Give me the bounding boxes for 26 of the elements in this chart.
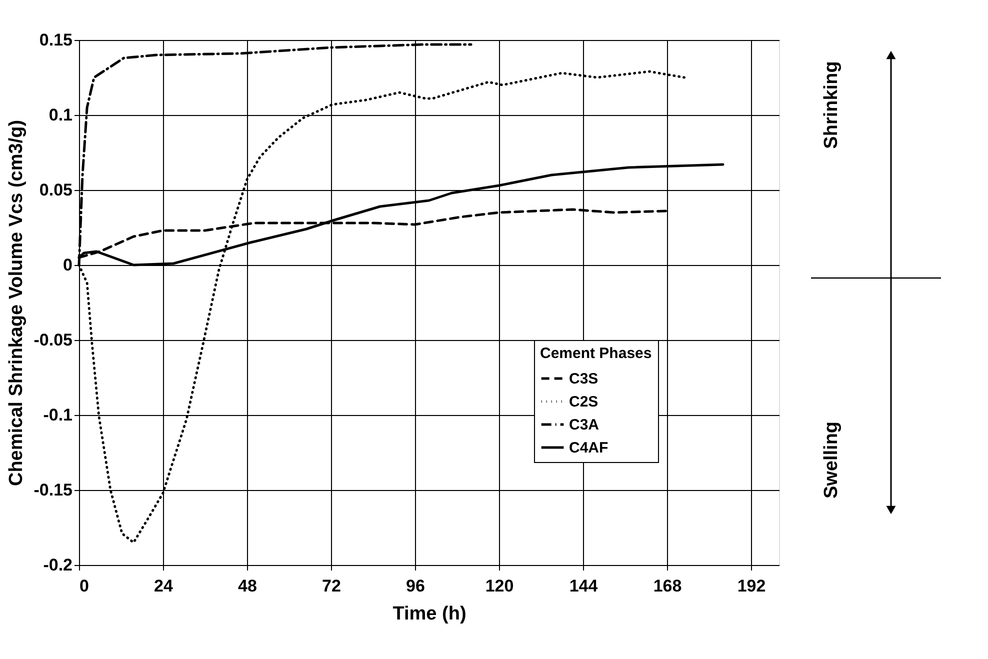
x-tick-label: 24: [154, 576, 174, 596]
y-tick-label: 0.05: [39, 180, 72, 200]
y-axis-title: Chemical Shrinkage Volume Vcs (cm3/g): [6, 120, 27, 486]
x-tick-label: 168: [653, 576, 682, 596]
y-tick-label: 0: [63, 256, 72, 274]
legend-title: Cement Phases: [540, 345, 652, 362]
text: Swelling: [821, 421, 842, 499]
y-tick-label: 0.1: [48, 106, 72, 124]
legend-label: C3A: [569, 416, 600, 434]
x-tick-label: 48: [238, 576, 257, 596]
legend-label: C4AF: [569, 440, 608, 456]
y-tick-label: -0.2: [43, 556, 72, 574]
text: Shrinking: [821, 61, 842, 149]
x-axis-title: Time (h): [392, 604, 466, 624]
x-tick-label: 0: [80, 576, 89, 596]
x-tick-label: 96: [406, 576, 425, 596]
y-tick-label: 0.15: [39, 30, 72, 50]
x-tick-label: 120: [485, 576, 514, 596]
y-tick-label: -0.05: [34, 330, 72, 350]
legend-label: C2S: [569, 394, 598, 410]
y-tick-label: -0.15: [34, 480, 72, 500]
x-tick-label: 72: [322, 576, 341, 596]
legend-label: C3S: [569, 370, 598, 388]
x-tick-label: 144: [569, 576, 598, 596]
x-tick-label: 192: [737, 576, 766, 596]
y-tick-label: -0.1: [43, 406, 72, 424]
